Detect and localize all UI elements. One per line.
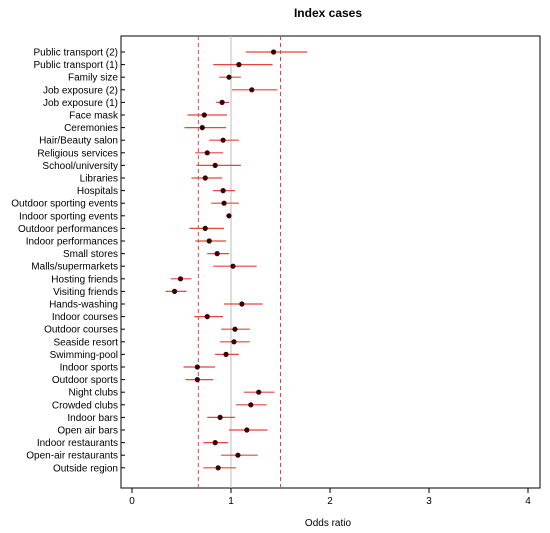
odds-ratio-point bbox=[226, 74, 232, 80]
row-label: Public transport (1) bbox=[34, 60, 118, 71]
odds-ratio-point bbox=[220, 137, 226, 143]
odds-ratio-point bbox=[239, 301, 245, 307]
chart-title: Index cases bbox=[294, 6, 362, 20]
odds-ratio-point bbox=[206, 238, 212, 244]
row-label: Seaside resort bbox=[54, 337, 119, 348]
odds-ratio-point bbox=[217, 414, 223, 420]
odds-ratio-point bbox=[256, 389, 262, 395]
odds-ratio-point bbox=[221, 200, 227, 206]
row-label: Open air bars bbox=[57, 426, 118, 437]
odds-ratio-point bbox=[215, 465, 221, 471]
x-axis: 0 1 2 3 4 bbox=[129, 488, 531, 507]
odds-ratio-point bbox=[177, 276, 184, 282]
row-label: Swimming-pool bbox=[50, 350, 118, 361]
row-label: Indoor performances bbox=[26, 237, 118, 248]
odds-ratio-point bbox=[270, 49, 277, 55]
row-label: Outdoor sports bbox=[52, 375, 118, 386]
odds-ratio-point bbox=[194, 377, 200, 383]
odds-ratio-point bbox=[194, 364, 200, 370]
odds-ratio-point bbox=[212, 440, 218, 446]
row-label: Crowded clubs bbox=[52, 400, 118, 411]
row-label: Libraries bbox=[80, 174, 118, 185]
odds-ratio-point bbox=[199, 125, 205, 131]
reference-lines bbox=[197, 36, 281, 488]
row-label: Religious services bbox=[37, 148, 118, 159]
odds-ratio-point bbox=[171, 288, 178, 294]
row-label: Indoor sporting events bbox=[19, 211, 118, 222]
row-label: Indoor sports bbox=[60, 363, 118, 374]
row-label: Small stores bbox=[63, 249, 118, 260]
row-label: Indoor bars bbox=[67, 413, 118, 424]
odds-ratio-point bbox=[223, 351, 229, 357]
plot-frame bbox=[120, 35, 541, 489]
row-label: Job exposure (1) bbox=[43, 98, 118, 109]
row-label: Family size bbox=[68, 73, 118, 84]
row-label: Outside region bbox=[53, 463, 118, 474]
odds-ratio-point bbox=[236, 62, 242, 68]
odds-ratio-point bbox=[232, 326, 238, 332]
row-label: Face mask bbox=[69, 111, 119, 122]
row-label: Hospitals bbox=[77, 186, 118, 197]
odds-ratio-point bbox=[226, 213, 232, 219]
odds-ratio-point bbox=[201, 112, 207, 118]
row-label: Visiting friends bbox=[53, 287, 118, 298]
row-label: Job exposure (2) bbox=[43, 85, 118, 96]
odds-ratio-point bbox=[220, 188, 226, 194]
row-label: Hands-washing bbox=[49, 300, 118, 311]
x-axis-label: Odds ratio bbox=[305, 518, 352, 529]
row-label: Outdoor performances bbox=[18, 224, 118, 235]
row-label: Public transport (2) bbox=[34, 48, 118, 59]
odds-ratio-point bbox=[212, 162, 218, 168]
forest-rows: Public transport (2)Public transport (1)… bbox=[11, 48, 308, 474]
row-label: Outdoor courses bbox=[44, 325, 118, 336]
row-label: Indoor restaurants bbox=[37, 438, 118, 449]
x-tick-label: 2 bbox=[327, 496, 333, 507]
odds-ratio-point bbox=[230, 263, 236, 269]
row-label: Malls/supermarkets bbox=[31, 262, 118, 273]
row-label: School/university bbox=[42, 161, 118, 172]
row-label: Outdoor sporting events bbox=[11, 199, 118, 210]
odds-ratio-point bbox=[204, 150, 210, 156]
row-label: Indoor courses bbox=[52, 312, 118, 323]
x-tick-label: 0 bbox=[129, 496, 135, 507]
odds-ratio-point bbox=[231, 339, 237, 345]
x-tick-label: 4 bbox=[525, 496, 531, 507]
x-tick-label: 1 bbox=[228, 496, 234, 507]
odds-ratio-point bbox=[202, 225, 208, 231]
row-label: Hosting friends bbox=[51, 274, 118, 285]
odds-ratio-point bbox=[202, 175, 208, 181]
x-tick-label: 3 bbox=[426, 496, 432, 507]
odds-ratio-point bbox=[244, 427, 250, 433]
row-label: Ceremonies bbox=[64, 123, 118, 134]
odds-ratio-point bbox=[219, 99, 225, 105]
row-label: Night clubs bbox=[69, 388, 118, 399]
odds-ratio-point bbox=[214, 251, 220, 257]
row-label: Hair/Beauty salon bbox=[39, 136, 118, 147]
odds-ratio-point bbox=[248, 402, 254, 408]
row-label: Open-air restaurants bbox=[26, 451, 118, 462]
odds-ratio-point bbox=[204, 314, 210, 320]
odds-ratio-point bbox=[249, 87, 255, 93]
odds-ratio-point bbox=[235, 452, 241, 458]
